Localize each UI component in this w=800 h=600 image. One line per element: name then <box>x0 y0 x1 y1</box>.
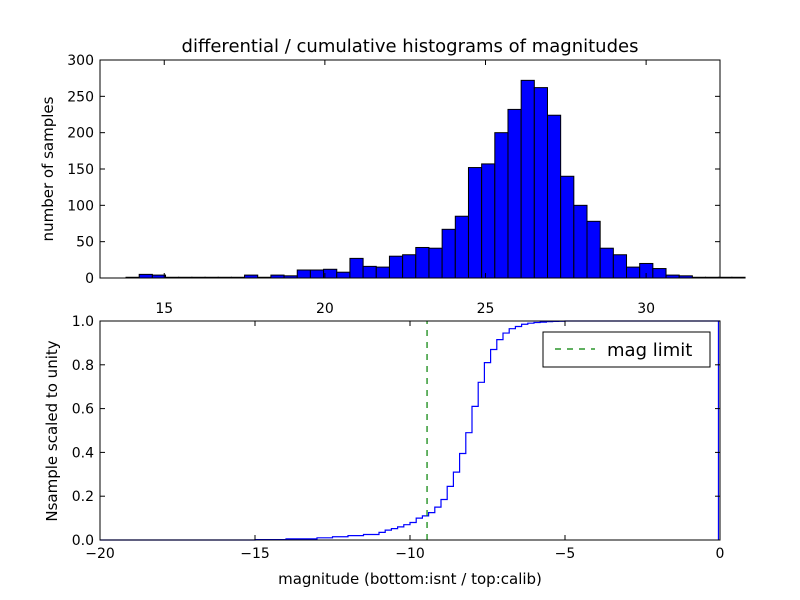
top-x-tick-label: 20 <box>316 301 334 317</box>
histogram-bar <box>402 254 417 279</box>
chart-title: differential / cumulative histograms of … <box>182 36 639 57</box>
histogram-bars <box>125 79 746 279</box>
histogram-bar <box>296 269 311 279</box>
histogram-bar <box>362 265 377 279</box>
histogram-bar <box>494 132 509 279</box>
bottom-x-tick-label: −10 <box>395 546 425 562</box>
histogram-bar <box>441 228 456 279</box>
histogram-bar <box>467 167 483 279</box>
histogram-chart: differential / cumulative histograms of … <box>39 36 746 317</box>
top-y-tick-label: 250 <box>67 89 94 105</box>
top-x-tick-label: 15 <box>155 301 173 317</box>
top-x-ticks: 15 20 25 30 <box>155 60 655 317</box>
histogram-bar <box>481 163 496 279</box>
histogram-bar <box>626 266 641 279</box>
bottom-y-axis-label: Nsample scaled to unity <box>43 340 61 521</box>
legend: mag limit <box>542 331 711 368</box>
histogram-bar <box>349 257 364 279</box>
top-x-tick-label: 30 <box>637 301 655 317</box>
cumulative-step-line <box>100 320 720 541</box>
bottom-x-ticks: −20 −15 −10 −5 0 <box>85 321 724 562</box>
histogram-bar <box>520 79 535 279</box>
histogram-bar <box>138 273 153 279</box>
top-y-tick-label: 50 <box>76 235 94 251</box>
bottom-y-ticks: 0.0 0.2 0.4 0.6 0.8 1.0 <box>72 314 720 549</box>
bottom-x-tick-label: 0 <box>716 546 725 562</box>
histogram-bar <box>573 204 588 279</box>
bottom-y-tick-label: 0.6 <box>72 402 94 418</box>
histogram-bar <box>309 269 325 279</box>
top-x-tick-label: 25 <box>477 301 495 317</box>
histogram-bar <box>388 255 404 279</box>
histogram-bar <box>428 247 443 279</box>
bottom-y-tick-label: 0.2 <box>72 489 94 505</box>
bottom-y-tick-label: 0.0 <box>72 533 94 549</box>
histogram-bar <box>454 215 469 279</box>
histogram-bar <box>560 175 575 279</box>
top-y-tick-label: 300 <box>67 53 94 69</box>
histogram-bar <box>586 220 601 279</box>
histogram-bar <box>323 268 338 279</box>
histogram-bar <box>599 247 614 279</box>
bottom-y-tick-label: 0.4 <box>72 445 94 461</box>
bottom-x-tick-label: −5 <box>555 546 576 562</box>
top-y-tick-label: 0 <box>85 271 94 287</box>
top-axes-frame <box>99 59 721 279</box>
bottom-y-tick-label: 1.0 <box>72 314 94 330</box>
cumulative-lines <box>100 320 720 541</box>
histogram-bar <box>731 276 746 279</box>
histogram-bar <box>718 276 733 279</box>
legend-label-mag-limit: mag limit <box>607 340 692 361</box>
bottom-x-tick-label: −20 <box>85 546 115 562</box>
histogram-bar <box>507 108 522 279</box>
top-y-ticks: 0 50 100 150 200 250 300 <box>67 53 720 287</box>
bottom-x-tick-label: −15 <box>240 546 270 562</box>
top-y-tick-label: 100 <box>67 198 94 214</box>
histogram-bar <box>533 87 548 279</box>
histogram-bar <box>612 254 628 279</box>
cumulative-chart: −20 −15 −10 −5 0 0.0 0.2 0.4 0.6 0.8 1.0 magnitud… <box>43 314 724 588</box>
histogram-bar <box>415 246 430 279</box>
bottom-y-tick-label: 0.8 <box>72 358 94 374</box>
bottom-x-axis-label: magnitude (bottom:isnt / top:calib) <box>278 570 542 588</box>
histogram-bar <box>375 266 390 279</box>
histogram-bar <box>336 271 351 279</box>
histogram-bar <box>652 268 667 279</box>
histogram-bar <box>546 114 562 279</box>
top-y-axis-label: number of samples <box>39 96 57 241</box>
top-y-tick-label: 150 <box>67 162 94 178</box>
top-y-tick-label: 200 <box>67 126 94 142</box>
